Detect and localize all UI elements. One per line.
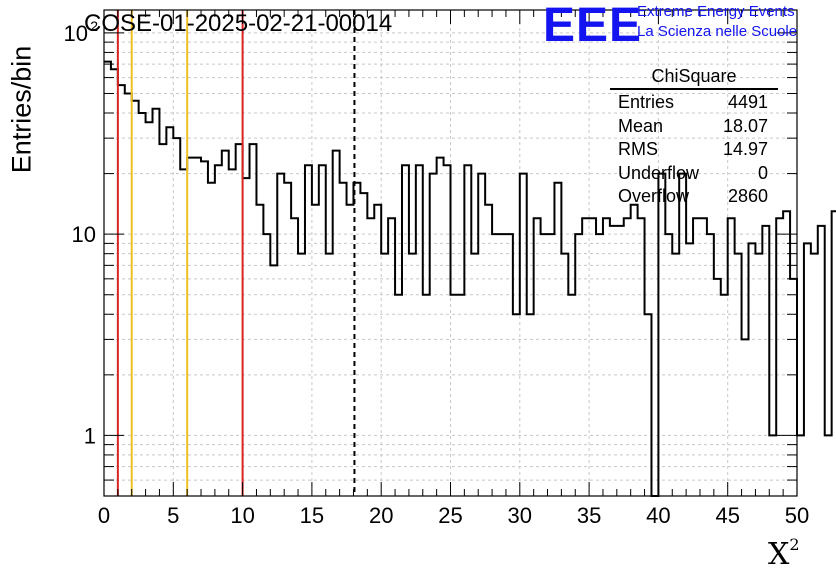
x-tick-label: 20	[369, 503, 393, 528]
histogram-series	[104, 60, 836, 497]
stats-title: ChiSquare	[610, 66, 778, 90]
y-tick-label-exponent: 2	[90, 18, 98, 34]
x-tick-label: 40	[646, 503, 670, 528]
x-tick-label: 30	[508, 503, 532, 528]
x-tick-label: 15	[300, 503, 324, 528]
chart-title: COSE-01-2025-02-21-00014	[84, 10, 393, 37]
x-tick-label: 35	[577, 503, 601, 528]
y-axis-label: Entries/bin	[6, 45, 37, 174]
stats-row-rms: RMS 14.97	[618, 139, 768, 159]
x-tick-label: 50	[785, 503, 809, 528]
stats-row-underflow: Underflow 0	[618, 162, 768, 183]
stats-box: ChiSquare Entries 4491 Mean 18.07 RMS 14.97…	[610, 66, 778, 210]
y-tick-label: 10	[64, 21, 88, 46]
stats-row-mean: Mean 18.07	[618, 115, 768, 136]
eee-logo: EEE	[543, 0, 643, 52]
x-tick-label: 10	[230, 503, 254, 528]
y-tick-label: 10	[72, 222, 96, 247]
x-tick-label: 5	[167, 503, 179, 528]
x-tick-label: 25	[438, 503, 462, 528]
x-tick-label: 45	[715, 503, 739, 528]
x-tick-label: 0	[98, 503, 110, 528]
y-tick-label: 1	[84, 423, 96, 448]
logo-subtitle-2: La Scienza nelle Scuole	[637, 23, 798, 40]
logo-subtitle-1: Extreme Energy Events	[637, 3, 795, 20]
stats-row-entries: Entries 4491	[618, 92, 768, 112]
x-axis-label: X2	[768, 535, 800, 572]
stats-row-overflow: Overflow 2860	[618, 186, 768, 206]
